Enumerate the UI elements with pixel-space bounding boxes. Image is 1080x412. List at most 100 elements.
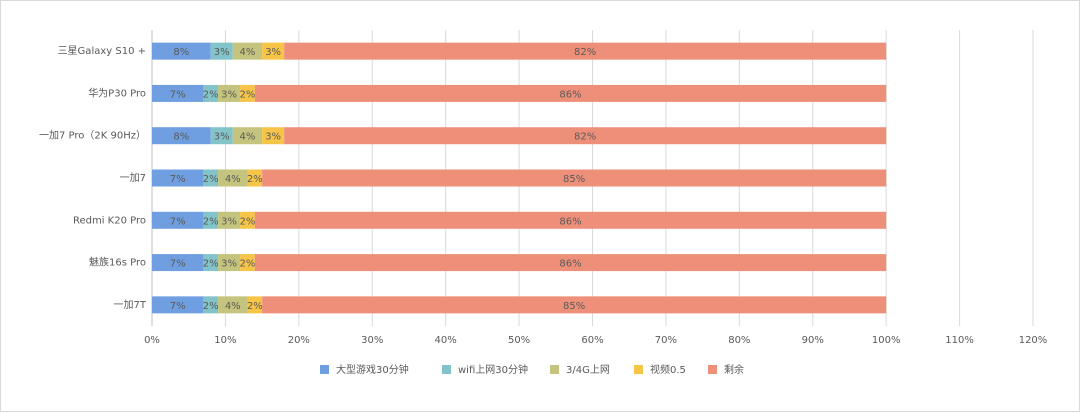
legend-label: 大型游戏30分钟 bbox=[336, 363, 409, 376]
y-tick-label: 一加7 bbox=[120, 172, 146, 184]
bar-segment bbox=[152, 127, 211, 145]
bar-segment bbox=[218, 254, 241, 272]
data-label: 7% bbox=[170, 174, 186, 185]
x-tick-label: 0% bbox=[144, 335, 160, 346]
data-label: 82% bbox=[574, 132, 596, 143]
legend-label: 3/4G上网 bbox=[566, 364, 610, 376]
bar-segment bbox=[203, 296, 219, 314]
x-tick-label: 60% bbox=[581, 335, 603, 346]
x-tick-label: 90% bbox=[802, 335, 824, 346]
data-label: 7% bbox=[170, 301, 186, 312]
data-label: 8% bbox=[173, 47, 189, 58]
data-label: 2% bbox=[203, 89, 219, 100]
bar-segment bbox=[152, 254, 204, 272]
data-label: 2% bbox=[240, 259, 256, 270]
bar-segment bbox=[152, 42, 211, 60]
bar-segment bbox=[203, 84, 219, 102]
data-label: 2% bbox=[247, 174, 263, 185]
y-tick-label: 一加7 Pro（2K 90Hz） bbox=[39, 130, 146, 142]
legend-label: 视频0.5 bbox=[650, 363, 686, 376]
bar-segment bbox=[152, 84, 204, 102]
bar-segment bbox=[262, 127, 285, 145]
data-label: 2% bbox=[203, 216, 219, 227]
bar-segment bbox=[218, 211, 241, 229]
x-tick-label: 80% bbox=[728, 335, 750, 346]
bar-segment bbox=[254, 211, 887, 229]
bar-segment bbox=[240, 84, 255, 102]
bar-segment bbox=[254, 254, 887, 272]
legend-swatch bbox=[320, 365, 329, 374]
legend-label: wifi上网30分钟 bbox=[458, 363, 528, 376]
x-tick-label: 20% bbox=[288, 335, 310, 346]
bar-segment bbox=[210, 42, 233, 60]
bar-segment bbox=[262, 169, 887, 187]
bar-segment bbox=[284, 42, 887, 60]
bar-segment bbox=[254, 84, 887, 102]
bar-segment bbox=[232, 127, 263, 145]
data-label: 86% bbox=[559, 259, 581, 270]
data-label: 4% bbox=[225, 301, 241, 312]
bar-segment bbox=[210, 127, 233, 145]
y-tick-label: Redmi K20 Pro bbox=[73, 215, 146, 226]
bar-segment bbox=[218, 296, 248, 314]
bar-segment bbox=[262, 296, 887, 314]
data-label: 3% bbox=[221, 259, 237, 270]
x-tick-label: 100% bbox=[872, 335, 901, 346]
legend-label: 剩余 bbox=[724, 363, 744, 376]
bar-segment bbox=[262, 42, 285, 60]
data-label: 85% bbox=[563, 301, 585, 312]
bar-segment bbox=[218, 84, 241, 102]
legend-swatch bbox=[708, 365, 717, 374]
legend-swatch bbox=[634, 365, 643, 374]
bar-segment bbox=[284, 127, 887, 145]
x-tick-label: 50% bbox=[508, 335, 530, 346]
x-tick-label: 70% bbox=[655, 335, 677, 346]
data-label: 2% bbox=[240, 89, 256, 100]
data-label: 86% bbox=[559, 89, 581, 100]
data-label: 2% bbox=[240, 216, 256, 227]
data-label: 3% bbox=[265, 47, 281, 58]
x-tick-label: 40% bbox=[435, 335, 457, 346]
data-label: 3% bbox=[221, 216, 237, 227]
data-label: 2% bbox=[247, 301, 263, 312]
data-label: 2% bbox=[203, 301, 219, 312]
data-label: 2% bbox=[203, 174, 219, 185]
legend-swatch bbox=[442, 365, 451, 374]
bar-segment bbox=[203, 211, 219, 229]
data-label: 82% bbox=[574, 47, 596, 58]
data-label: 4% bbox=[225, 174, 241, 185]
bar-segment bbox=[152, 169, 204, 187]
legend-swatch bbox=[550, 365, 559, 374]
data-label: 3% bbox=[221, 89, 237, 100]
y-tick-label: 魅族16s Pro bbox=[89, 256, 146, 269]
bar-segment bbox=[152, 296, 204, 314]
x-tick-label: 10% bbox=[214, 335, 236, 346]
data-label: 7% bbox=[170, 89, 186, 100]
bar-segment bbox=[218, 169, 248, 187]
data-label: 7% bbox=[170, 216, 186, 227]
y-tick-label: 三星Galaxy S10 + bbox=[58, 45, 146, 57]
bar-segment bbox=[203, 169, 219, 187]
bar-segment bbox=[232, 42, 263, 60]
data-label: 7% bbox=[170, 259, 186, 270]
data-label: 3% bbox=[265, 132, 281, 143]
data-label: 2% bbox=[203, 259, 219, 270]
bar-segment bbox=[152, 211, 204, 229]
y-tick-label: 一加7T bbox=[114, 299, 147, 311]
bar-segment bbox=[203, 254, 219, 272]
x-tick-label: 110% bbox=[945, 335, 974, 346]
bar-segment bbox=[247, 296, 263, 314]
data-label: 4% bbox=[240, 132, 256, 143]
bar-segment bbox=[247, 169, 263, 187]
x-tick-label: 30% bbox=[361, 335, 383, 346]
x-tick-label: 120% bbox=[1019, 335, 1048, 346]
data-label: 4% bbox=[240, 47, 256, 58]
data-label: 8% bbox=[173, 132, 189, 143]
data-label: 3% bbox=[214, 47, 230, 58]
data-label: 85% bbox=[563, 174, 585, 185]
data-label: 3% bbox=[214, 132, 230, 143]
bar-segment bbox=[240, 211, 255, 229]
bar-segment bbox=[240, 254, 255, 272]
